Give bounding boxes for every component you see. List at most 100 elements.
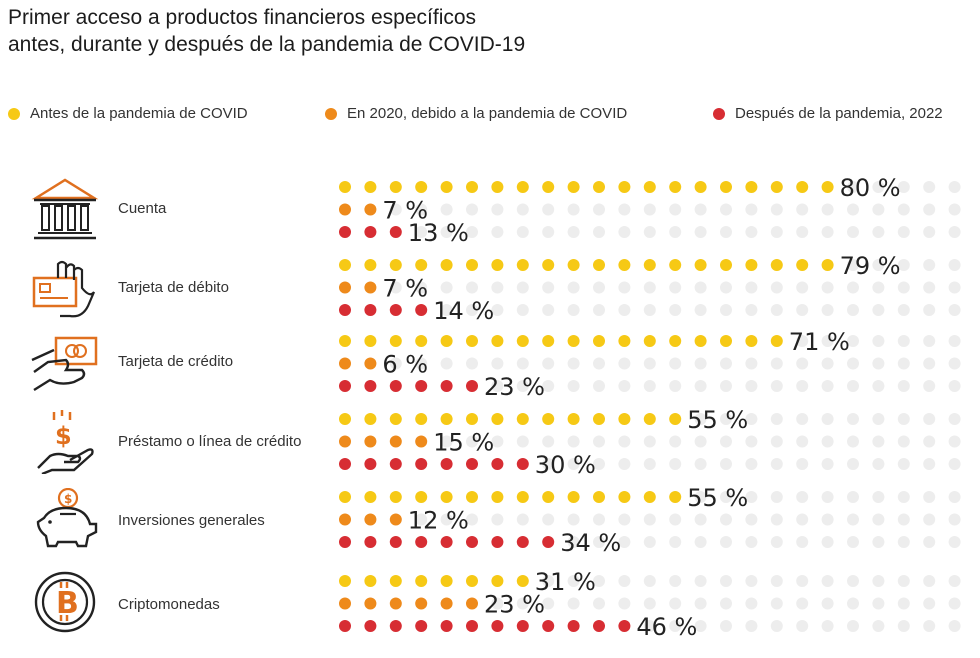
dot-empty — [593, 304, 605, 316]
dot-empty — [745, 536, 758, 548]
dot-empty — [923, 203, 936, 216]
dot-after-filled — [364, 458, 377, 470]
dot-empty — [847, 335, 859, 347]
dot-empty — [643, 575, 656, 587]
dot-before-filled — [542, 491, 555, 503]
dot-before-filled — [720, 335, 732, 347]
dot-before-filled — [669, 335, 682, 347]
dot-empty — [897, 458, 910, 470]
dot-empty — [770, 226, 783, 238]
dot-before-filled — [415, 181, 428, 193]
dot-empty — [821, 226, 834, 238]
value-label-before: 71 % — [789, 328, 850, 356]
dot-empty — [720, 458, 732, 470]
dot-empty — [923, 335, 936, 347]
dot-before-filled — [821, 259, 834, 271]
dot-empty — [770, 620, 783, 632]
value-label-after: 23 % — [484, 373, 545, 401]
dot-empty — [415, 357, 428, 370]
dot-empty — [872, 413, 885, 425]
svg-text:$: $ — [55, 422, 72, 450]
dot-empty — [643, 458, 656, 470]
dot-empty — [415, 226, 428, 238]
bank-icon — [31, 178, 99, 240]
dot-empty — [872, 281, 885, 294]
dot-empty — [491, 513, 504, 526]
dot-empty — [745, 357, 758, 370]
dot-after-filled — [491, 536, 504, 548]
credit-card-icon — [31, 336, 98, 392]
legend-item-2020: En 2020, debido a la pandemia de COVID — [325, 105, 627, 122]
value-label-before: 80 % — [840, 174, 901, 202]
dot-before-filled — [567, 181, 580, 193]
dot-empty — [567, 536, 580, 548]
dot-empty — [796, 203, 809, 216]
dot-empty — [694, 491, 707, 503]
dot-empty — [466, 304, 478, 316]
value-label-after: 14 % — [433, 297, 494, 325]
dot-empty — [847, 281, 859, 294]
dot-before-filled — [745, 335, 758, 347]
dot-empty — [567, 597, 580, 610]
dot-before-filled — [364, 575, 377, 587]
dot-empty — [897, 597, 910, 610]
dot-before-filled — [694, 335, 707, 347]
dot-empty — [542, 597, 555, 610]
category-label-criptomonedas: Criptomonedas — [118, 596, 220, 613]
dot-empty — [847, 458, 859, 470]
svg-text:$: $ — [64, 492, 72, 506]
dot-empty — [745, 380, 758, 392]
dot-empty — [847, 620, 859, 632]
dot-empty — [440, 435, 453, 448]
dot-after-filled — [542, 620, 555, 632]
dot-before-filled — [389, 491, 402, 503]
dot-empty — [745, 304, 758, 316]
dot-empty — [542, 380, 555, 392]
dot-after-filled — [389, 304, 402, 316]
dot-empty — [694, 357, 707, 370]
dot-before-filled — [669, 491, 682, 503]
dot-before-filled — [364, 181, 377, 193]
dot-empty — [516, 281, 529, 294]
dot-before-filled — [770, 259, 783, 271]
value-label-before: 31 % — [535, 568, 596, 596]
value-label-2020: 23 % — [484, 591, 545, 619]
dot-empty — [821, 357, 834, 370]
dot-empty — [440, 281, 453, 294]
dot-after-filled — [415, 620, 428, 632]
dot-empty — [694, 203, 707, 216]
dot-before-filled — [567, 335, 580, 347]
dot-empty — [694, 513, 707, 526]
dot-after-filled — [542, 536, 555, 548]
dot-empty — [923, 281, 936, 294]
dot-empty — [720, 413, 732, 425]
dot-empty — [821, 458, 834, 470]
dot-before-filled — [796, 181, 809, 193]
dot-after-filled — [567, 620, 580, 632]
dot-2020-filled — [389, 597, 402, 610]
dot-empty — [516, 226, 529, 238]
legend-label-after: Después de la pandemia, 2022 — [735, 105, 943, 122]
dot-empty — [923, 357, 936, 370]
dot-empty — [643, 597, 656, 610]
dot-empty — [491, 435, 504, 448]
dot-before-filled — [567, 491, 580, 503]
dot-after-filled — [339, 458, 351, 470]
dot-before-filled — [415, 491, 428, 503]
dot-before-filled — [339, 491, 351, 503]
chart-title: Primer acceso a productos financieros es… — [8, 6, 477, 29]
dot-before-filled — [415, 335, 428, 347]
dot-empty — [618, 304, 631, 316]
dot-2020-filled — [364, 203, 377, 216]
dot-after-filled — [618, 620, 631, 632]
dot-empty — [643, 226, 656, 238]
dot-before-filled — [339, 575, 351, 587]
dot-empty — [669, 304, 682, 316]
dot-empty — [872, 203, 885, 216]
dot-empty — [745, 575, 758, 587]
dot-empty — [872, 226, 885, 238]
dot-empty — [618, 435, 631, 448]
dot-empty — [567, 203, 580, 216]
dot-before-filled — [567, 259, 580, 271]
dot-before-filled — [389, 259, 402, 271]
